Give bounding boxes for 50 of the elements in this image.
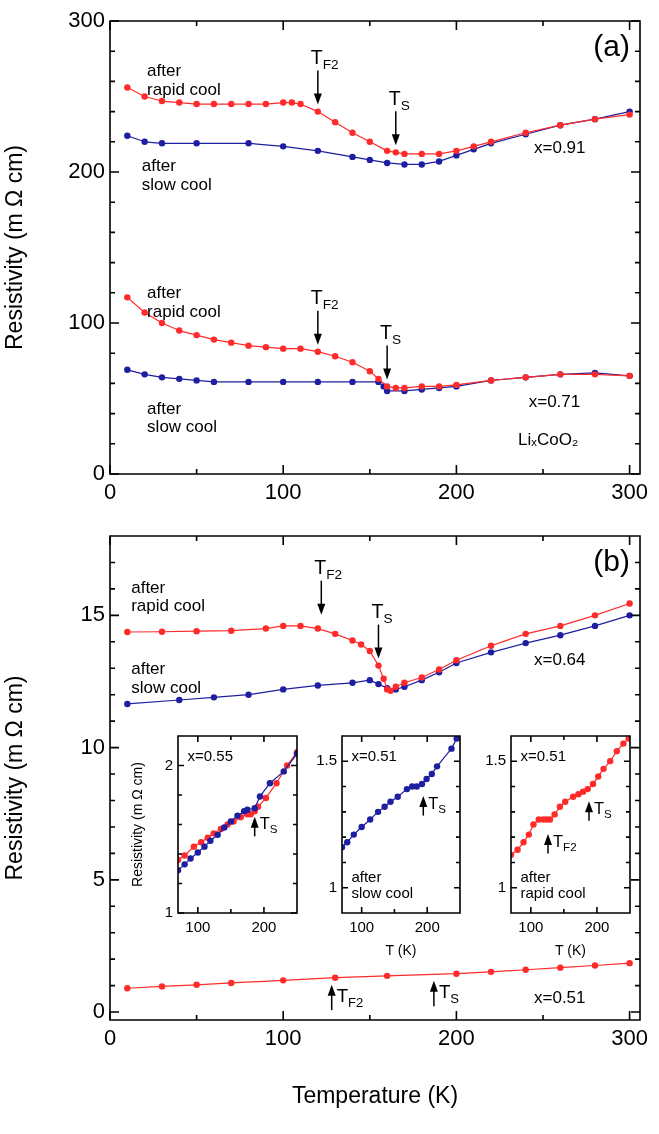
x-axis-title: T (K) [385, 942, 417, 959]
y-tick-label: 300 [68, 7, 105, 33]
annotation: x=0.51 [520, 747, 566, 765]
annotation: x=0.51 [534, 987, 586, 1007]
x-tick-label: 100 [518, 918, 544, 936]
x-tick-label: 200 [438, 1025, 475, 1051]
y-tick-label: 1.5 [316, 751, 337, 769]
y-axis-title: Resistivity (m Ω cm) [1, 144, 28, 351]
y-axis-title: Resistivity (m Ω cm) [129, 762, 146, 887]
y-tick-label: 0 [92, 460, 105, 486]
annotation: after slow cool [131, 659, 202, 698]
x-tick-label: 300 [611, 479, 648, 505]
chart-title: (a) [593, 29, 630, 63]
y-tick-label: 1.5 [485, 751, 506, 769]
y-tick-label: 200 [68, 158, 105, 184]
annotation: after rapid cool [147, 61, 221, 99]
y-tick-label: 1 [497, 877, 506, 895]
y-tick-label: 0 [92, 998, 105, 1024]
chart-title: (b) [593, 544, 630, 578]
y-tick-label: 2 [164, 755, 173, 773]
x-tick-label: 200 [251, 918, 277, 936]
x-tick-label: 300 [611, 1025, 648, 1051]
x-tick-label: 100 [264, 479, 302, 505]
x-tick-label: 200 [584, 918, 610, 936]
y-tick-label: 100 [68, 309, 105, 335]
x-axis-title: T (K) [555, 942, 586, 959]
x-tick-label: 100 [185, 918, 211, 936]
annotation: x=0.91 [534, 138, 586, 158]
annotation: after slow cool [351, 867, 414, 901]
y-axis-title: Resistivity (m Ω cm) [1, 675, 28, 881]
annotation: after slow cool [141, 156, 212, 195]
x-tick-label: 100 [349, 918, 375, 936]
y-tick-label: 1 [328, 877, 337, 895]
x-tick-label: 200 [414, 918, 440, 936]
y-tick-label: 5 [92, 865, 105, 891]
x-tick-label: 200 [438, 479, 475, 505]
annotation: after slow cool [147, 398, 218, 437]
x-axis-title: Temperature (K) [291, 1081, 459, 1108]
y-tick-label: 1 [164, 903, 173, 921]
annotation: x=0.55 [187, 747, 233, 765]
y-tick-label: 10 [80, 733, 105, 759]
y-tick-label: 15 [80, 601, 105, 627]
annotation: x=0.51 [351, 747, 397, 765]
annotation: x=0.71 [528, 391, 581, 411]
annotation: after rapid cool [520, 867, 586, 901]
annotation: after rapid cool [131, 577, 205, 616]
annotation: x=0.64 [534, 649, 586, 669]
annotation: LiₓCoO₂ [518, 430, 579, 450]
x-tick-label: 100 [264, 1025, 302, 1051]
annotation: after rapid cool [147, 283, 221, 321]
